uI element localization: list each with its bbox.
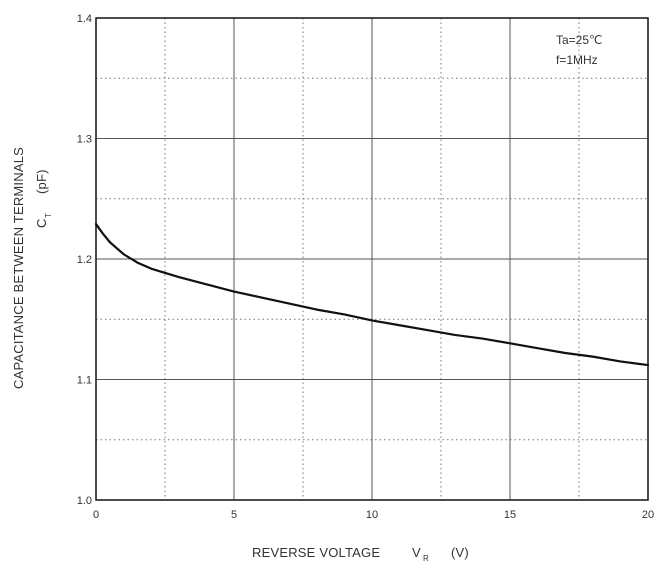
x-tick-label: 20 — [642, 509, 654, 521]
y-tick-label: 1.4 — [77, 13, 92, 25]
x-axis-title: REVERSE VOLTAGE V R (V) — [252, 545, 469, 563]
x-axis-unit: (V) — [451, 545, 469, 560]
plot-frame — [95, 17, 649, 501]
x-axis-label: REVERSE VOLTAGE — [252, 545, 380, 560]
x-tick-label: 15 — [504, 509, 516, 521]
x-tick-label: 0 — [93, 509, 99, 521]
capacitance-curve — [94, 222, 650, 367]
y-tick-label: 1.2 — [77, 254, 92, 266]
annotation-temperature: Ta=25℃ — [556, 33, 603, 47]
y-axis-label: CAPACITANCE BETWEEN TERMINALS — [11, 147, 26, 389]
x-tick-label: 5 — [231, 509, 237, 521]
y-tick-labels: 1.0 1.1 1.2 1.3 1.4 — [77, 13, 92, 507]
y-axis-symbol-subscript: T — [44, 213, 53, 218]
grid-major — [95, 17, 649, 501]
x-tick-label: 10 — [366, 509, 378, 521]
series-layer — [94, 222, 650, 367]
y-axis-unit: (pF) — [34, 169, 49, 194]
y-tick-label: 1.0 — [77, 495, 92, 507]
y-axis-symbol: C — [34, 218, 49, 228]
x-axis-symbol: V — [412, 545, 421, 560]
y-tick-label: 1.1 — [77, 375, 92, 387]
y-axis-title: CAPACITANCE BETWEEN TERMINALS C T (pF) — [11, 147, 53, 389]
x-axis-symbol-subscript: R — [423, 554, 429, 563]
annotation-frequency: f=1MHz — [556, 53, 598, 67]
x-tick-labels: 0 5 10 15 20 — [93, 509, 654, 521]
y-tick-label: 1.3 — [77, 134, 92, 146]
